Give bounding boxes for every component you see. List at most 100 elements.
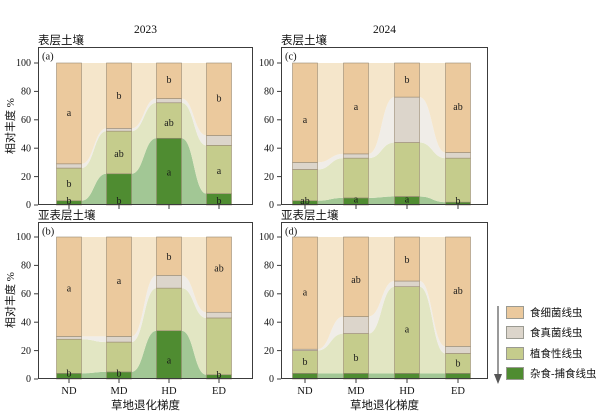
bar-segment (343, 316, 369, 334)
flow-band (368, 281, 395, 334)
bar-segment (206, 236, 232, 313)
significance-letter: a (117, 276, 122, 287)
flow-band (368, 373, 395, 379)
bar-segment (56, 236, 82, 337)
legend-label: 植食性线虫 (530, 348, 583, 360)
y-tick-label: 100 (259, 232, 274, 243)
x-tick-label: ED (451, 386, 465, 397)
bar-segment (394, 286, 420, 374)
significance-letter: b (217, 196, 222, 207)
soil-label-panel-c: 表层土壤 (281, 35, 327, 47)
panel-label: (b) (42, 227, 55, 238)
significance-letter: a (405, 195, 410, 206)
y-tick-label: 60 (264, 289, 274, 300)
flow-band (131, 330, 157, 379)
panel-frame (281, 47, 488, 205)
flow-band (181, 237, 207, 313)
legend-item-herbivore: 植食性线虫 (506, 343, 597, 364)
bar-segment (292, 162, 318, 170)
panel-frame (281, 222, 488, 379)
bar-segment (292, 236, 318, 350)
bar-segment (394, 280, 420, 288)
bar-segment (206, 311, 232, 319)
legend-item-bacterivore: 食细菌线虫 (506, 302, 597, 323)
bar-segment (394, 62, 420, 98)
flow-band (181, 98, 207, 146)
significance-letter: a (354, 102, 359, 113)
significance-letter: b (354, 353, 359, 364)
significance-letter: a (354, 195, 359, 206)
bar-segment (343, 153, 369, 159)
x-axis-title-right: 草地退化梯度 (350, 400, 419, 412)
y-tick-label: 40 (264, 143, 274, 154)
x-tick-label: ND (61, 386, 77, 397)
significance-letter: b (456, 196, 461, 207)
flow-band (81, 128, 107, 169)
y-tick-label: 100 (16, 232, 31, 243)
bar-segment (445, 157, 471, 203)
y-tick-label: 0 (269, 374, 274, 385)
flow-band (131, 63, 157, 129)
y-tick-label: 80 (264, 87, 274, 98)
bar-segment (56, 338, 82, 374)
bar-segment (206, 317, 232, 376)
bar-segment (394, 142, 420, 197)
significance-letter: ab (351, 275, 360, 286)
bar-segment (445, 346, 471, 354)
significance-letter: a (167, 168, 172, 179)
soil-label-panel-a: 表层土壤 (38, 35, 84, 47)
significance-letter: ab (300, 196, 309, 207)
y-tick-label: 60 (264, 115, 274, 126)
y-tick-label: 20 (21, 172, 31, 183)
bar-segment (106, 62, 132, 129)
flow-band (131, 98, 157, 132)
y-tick-label: 60 (21, 289, 31, 300)
bar-segment (156, 98, 182, 104)
bar-segment (56, 62, 82, 165)
flow-band (181, 138, 207, 205)
significance-letter: b (217, 370, 222, 381)
bar-segment (292, 62, 318, 163)
x-axis-title-left: 草地退化梯度 (111, 400, 180, 412)
flow-band (317, 333, 344, 374)
y-tick-label: 20 (264, 172, 274, 183)
bar-segment (106, 341, 132, 373)
bar-segment (106, 236, 132, 337)
flow-band (368, 63, 395, 154)
x-tick-label: HD (399, 386, 415, 397)
herbivore-swatch-icon (506, 346, 524, 360)
y-axis-title-bottom: 相对丰度 % (5, 272, 17, 328)
flow-band (368, 142, 395, 198)
bar-segment (343, 236, 369, 317)
significance-letter: ab (114, 149, 123, 160)
bar-segment (156, 287, 182, 332)
y-tick-label: 20 (21, 346, 31, 357)
flow-band (317, 373, 344, 379)
flow-band (81, 237, 107, 337)
significance-letter: a (167, 356, 172, 367)
bar-segment (206, 62, 232, 136)
y-tick-label: 60 (21, 115, 31, 126)
bar-segment (394, 236, 420, 282)
significance-letter: b (67, 196, 72, 207)
significance-letter: ab (453, 286, 462, 297)
flow-band (368, 97, 395, 159)
significance-letter: b (117, 196, 122, 207)
legend-label: 食细菌线虫 (530, 307, 583, 319)
bar-segment (343, 333, 369, 374)
flow-band (81, 339, 107, 374)
y-tick-label: 100 (16, 58, 31, 69)
bar-segment (206, 135, 232, 146)
bar-segment (343, 62, 369, 155)
flow-band (419, 281, 446, 354)
flow-band (317, 237, 344, 350)
legend: 食细菌线虫 食真菌线虫 植食性线虫 杂食-捕食线虫 (492, 302, 600, 386)
flow-band (419, 237, 446, 347)
legend-label: 食真菌线虫 (530, 328, 583, 340)
significance-letter: ab (214, 263, 223, 274)
significance-letter: b (117, 91, 122, 102)
bar-segment (56, 167, 82, 202)
bar-segment (156, 137, 182, 206)
bar-segment (56, 336, 82, 340)
